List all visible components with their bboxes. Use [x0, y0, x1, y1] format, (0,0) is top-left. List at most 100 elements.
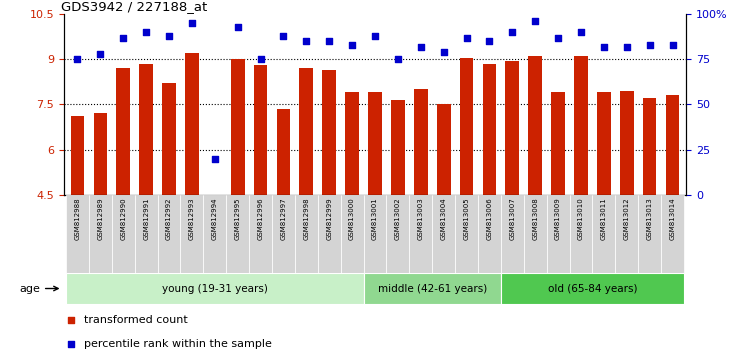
- Text: GSM812999: GSM812999: [326, 197, 332, 240]
- Text: GSM812994: GSM812994: [211, 197, 217, 240]
- Bar: [528, 56, 542, 195]
- Text: GSM813001: GSM813001: [372, 197, 378, 240]
- Text: GSM812993: GSM812993: [189, 197, 195, 240]
- Text: age: age: [20, 284, 58, 293]
- Text: GSM813006: GSM813006: [487, 197, 493, 240]
- Bar: [112, 195, 135, 273]
- Text: GSM812992: GSM812992: [166, 197, 172, 240]
- Text: GSM813014: GSM813014: [670, 197, 676, 240]
- Bar: [322, 70, 336, 195]
- Bar: [185, 53, 199, 195]
- Bar: [295, 195, 318, 273]
- Text: GSM813013: GSM813013: [646, 197, 652, 240]
- Point: [300, 38, 312, 44]
- Bar: [66, 195, 89, 273]
- Bar: [364, 273, 501, 304]
- Bar: [364, 195, 386, 273]
- Bar: [162, 84, 176, 195]
- Bar: [231, 59, 244, 195]
- Point: [552, 35, 564, 40]
- Bar: [597, 92, 610, 195]
- Text: GSM813002: GSM813002: [395, 197, 401, 240]
- Bar: [181, 195, 203, 273]
- Bar: [666, 96, 680, 195]
- Point: [530, 18, 542, 24]
- Bar: [638, 195, 661, 273]
- Point: [369, 33, 381, 39]
- Bar: [299, 68, 314, 195]
- Text: GSM812998: GSM812998: [303, 197, 309, 240]
- Bar: [501, 195, 524, 273]
- Text: GSM812991: GSM812991: [143, 197, 149, 240]
- Point: [438, 49, 450, 55]
- Point: [117, 35, 129, 40]
- Bar: [643, 98, 656, 195]
- Point: [163, 33, 175, 39]
- Bar: [436, 104, 451, 195]
- Bar: [66, 273, 364, 304]
- Point: [278, 33, 290, 39]
- Bar: [615, 195, 638, 273]
- Point: [140, 29, 152, 35]
- Text: GSM812995: GSM812995: [235, 197, 241, 240]
- Text: GSM813003: GSM813003: [418, 197, 424, 240]
- Point: [460, 35, 472, 40]
- Bar: [368, 92, 382, 195]
- Bar: [345, 92, 359, 195]
- Point: [65, 318, 77, 323]
- Point: [254, 57, 266, 62]
- Text: GSM813009: GSM813009: [555, 197, 561, 240]
- Bar: [158, 195, 181, 273]
- Text: GSM813010: GSM813010: [578, 197, 584, 240]
- Bar: [226, 195, 249, 273]
- Text: GSM813005: GSM813005: [464, 197, 470, 240]
- Bar: [277, 109, 290, 195]
- Bar: [478, 195, 501, 273]
- Point: [323, 38, 335, 44]
- Bar: [482, 64, 496, 195]
- Bar: [455, 195, 478, 273]
- Bar: [386, 195, 410, 273]
- Text: GSM813012: GSM813012: [624, 197, 630, 240]
- Bar: [547, 195, 569, 273]
- Text: GSM813004: GSM813004: [441, 197, 447, 240]
- Bar: [592, 195, 615, 273]
- Text: middle (42-61 years): middle (42-61 years): [377, 284, 487, 293]
- Bar: [414, 89, 428, 195]
- Bar: [140, 64, 153, 195]
- Point: [346, 42, 358, 48]
- Point: [415, 44, 427, 50]
- Bar: [89, 195, 112, 273]
- Text: young (19-31 years): young (19-31 years): [162, 284, 268, 293]
- Point: [209, 156, 220, 161]
- Point: [484, 38, 496, 44]
- Bar: [501, 273, 684, 304]
- Bar: [318, 195, 340, 273]
- Bar: [135, 195, 158, 273]
- Bar: [506, 61, 519, 195]
- Point: [94, 51, 106, 57]
- Point: [598, 44, 610, 50]
- Bar: [70, 116, 84, 195]
- Text: old (65-84 years): old (65-84 years): [548, 284, 638, 293]
- Point: [392, 57, 404, 62]
- Text: GDS3942 / 227188_at: GDS3942 / 227188_at: [61, 0, 207, 13]
- Text: GSM813008: GSM813008: [532, 197, 538, 240]
- Text: GSM812997: GSM812997: [280, 197, 286, 240]
- Point: [506, 29, 518, 35]
- Text: GSM812989: GSM812989: [98, 197, 104, 240]
- Point: [667, 42, 679, 48]
- Text: GSM813011: GSM813011: [601, 197, 607, 240]
- Text: percentile rank within the sample: percentile rank within the sample: [84, 339, 272, 349]
- Bar: [272, 195, 295, 273]
- Bar: [340, 195, 364, 273]
- Bar: [203, 195, 226, 273]
- Bar: [410, 195, 432, 273]
- Point: [71, 57, 83, 62]
- Bar: [574, 56, 588, 195]
- Bar: [569, 195, 592, 273]
- Bar: [391, 100, 405, 195]
- Bar: [620, 91, 634, 195]
- Text: GSM812990: GSM812990: [120, 197, 126, 240]
- Text: transformed count: transformed count: [84, 315, 188, 325]
